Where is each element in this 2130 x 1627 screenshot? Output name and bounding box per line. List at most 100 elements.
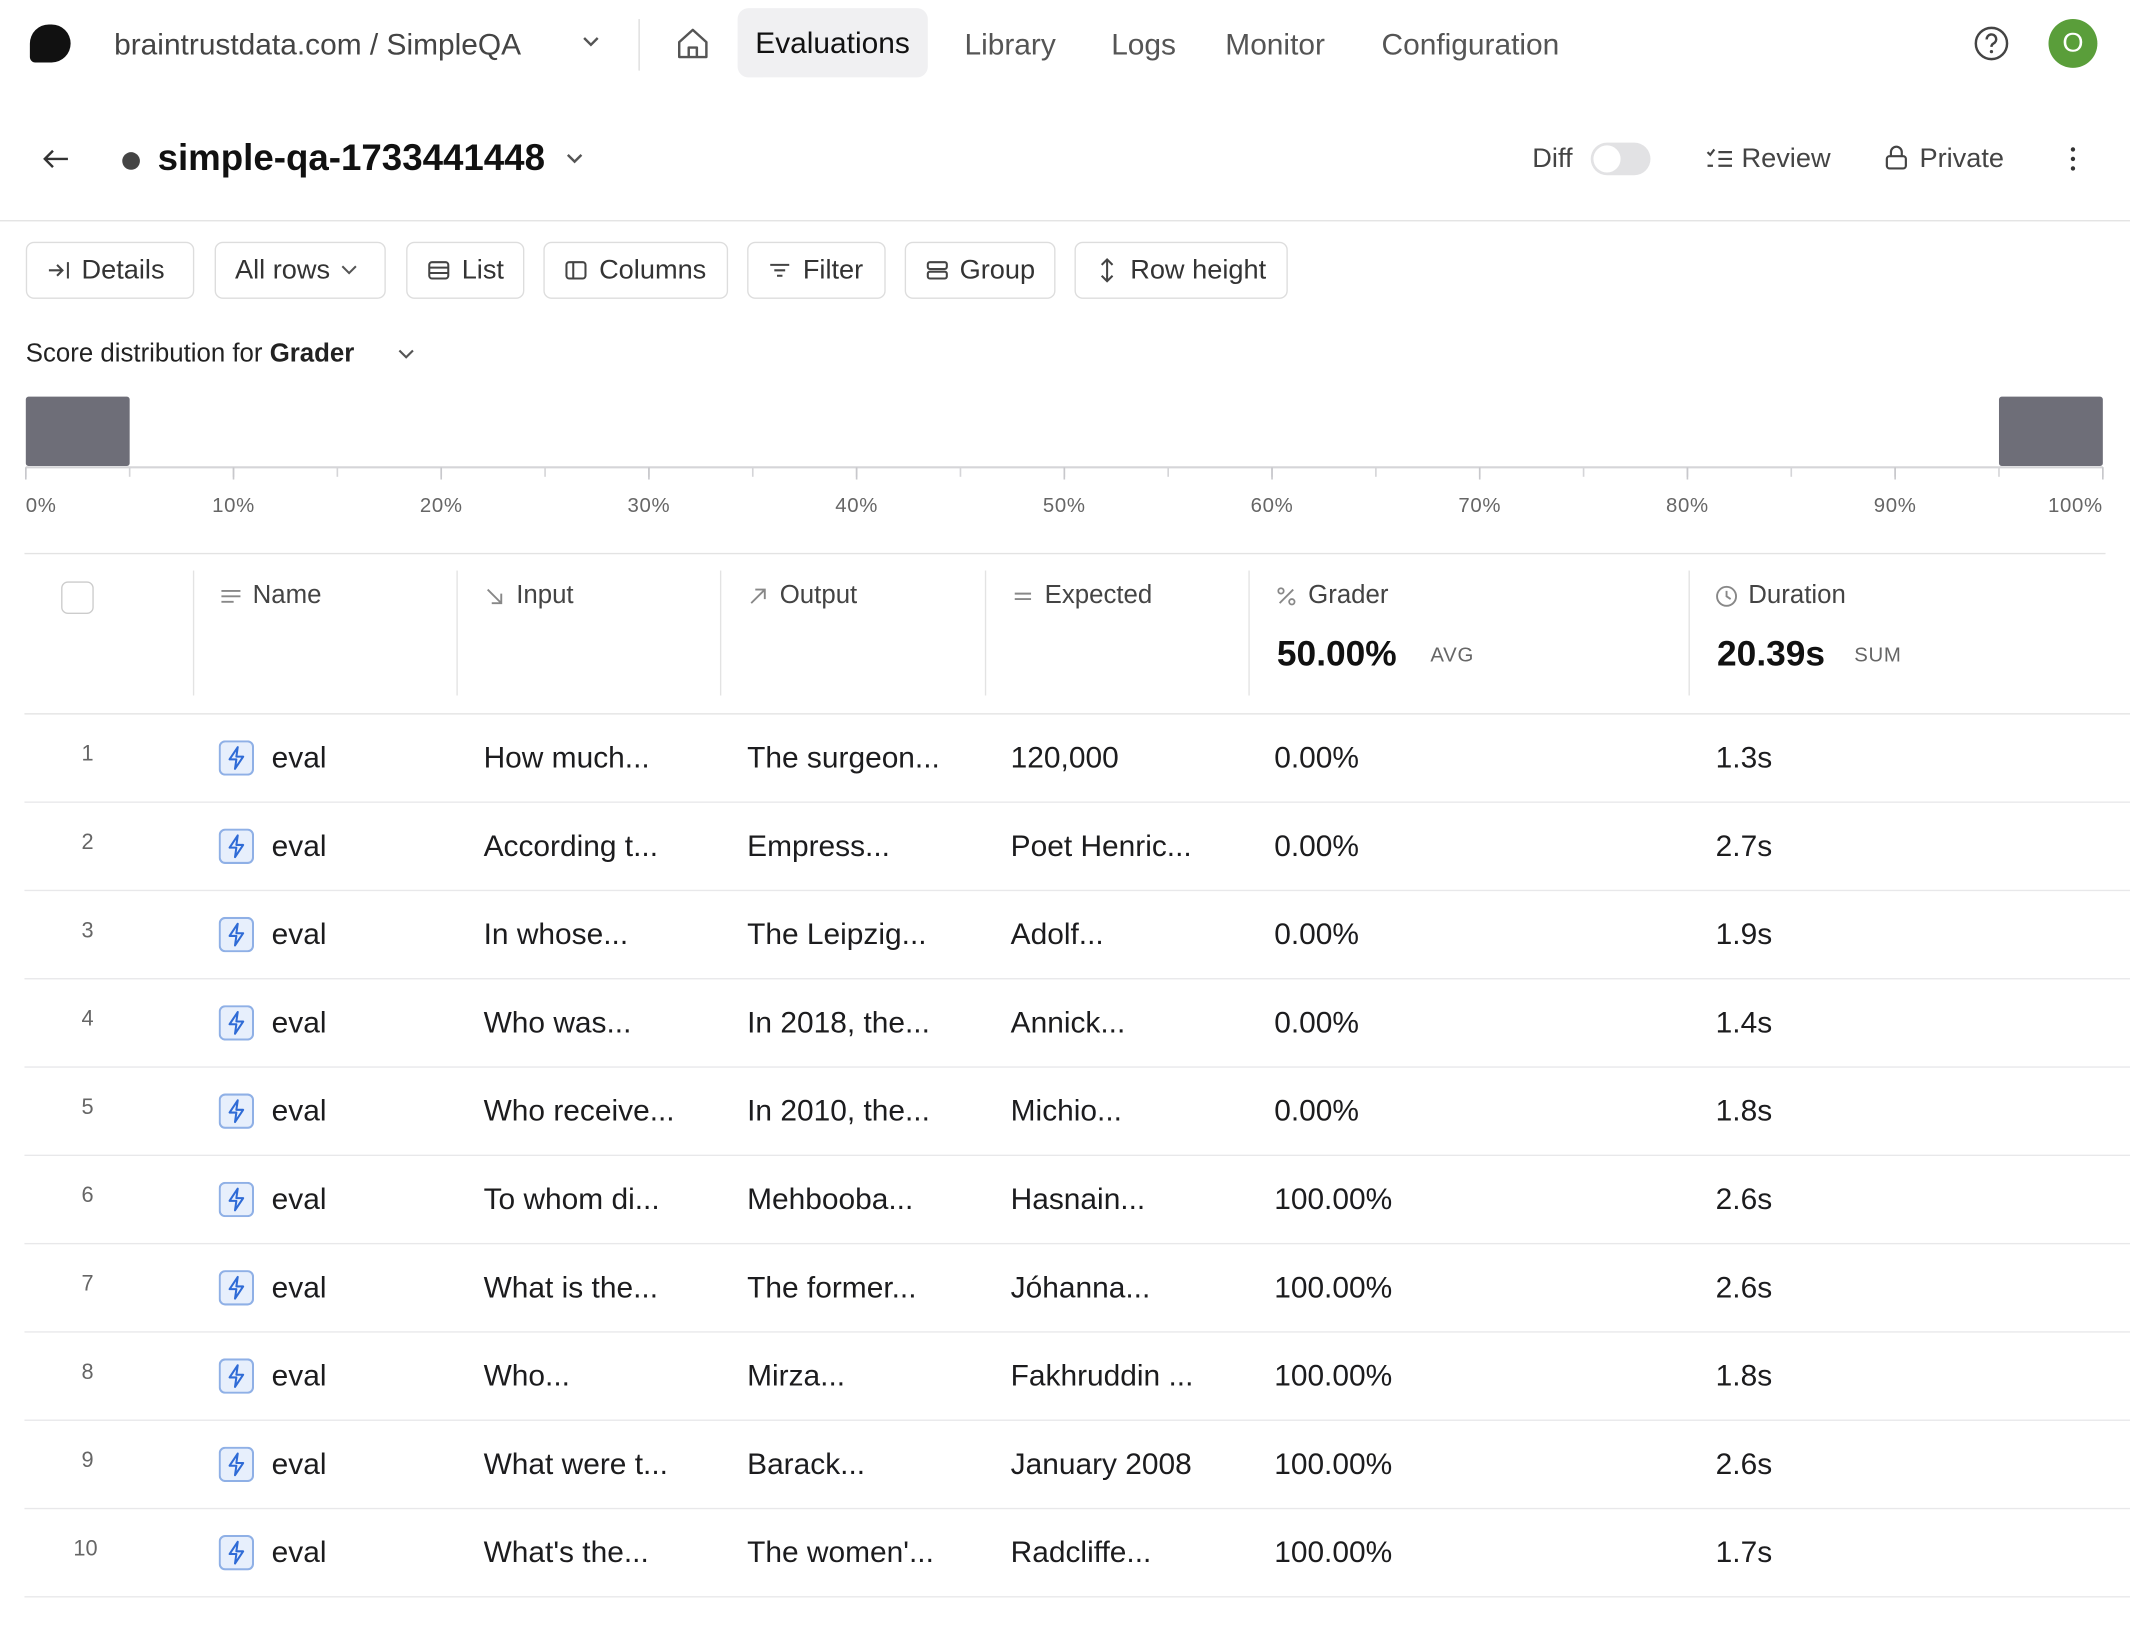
eval-icon	[218, 1446, 255, 1483]
cell-text: Empress...	[747, 828, 890, 863]
column-header[interactable]: Duration	[1716, 581, 1846, 611]
chevron	[398, 349, 414, 359]
row-number: 3	[81, 919, 94, 943]
score-name[interactable]: Grader	[269, 339, 355, 369]
diff-toggle[interactable]	[1590, 142, 1651, 176]
toolbar-button[interactable]: List	[406, 241, 525, 299]
button-label: Columns	[599, 254, 707, 285]
project-switcher[interactable]: braintrustdata.com / SimpleQA	[114, 27, 522, 62]
diff-label: Diff	[1532, 143, 1573, 174]
toolbar-button[interactable]: Group	[904, 241, 1056, 299]
toolbar-button[interactable]: Row height	[1074, 241, 1288, 299]
table-row[interactable]: 4 eval Who was... In 2018, the... Annick... 0…	[24, 979, 2130, 1068]
button-label: Row height	[1130, 254, 1267, 285]
column-header[interactable]: Input	[484, 581, 574, 611]
select-all-checkbox[interactable]	[61, 581, 94, 615]
column-header[interactable]: Output	[747, 581, 857, 611]
table-row[interactable]: 8 eval Who... Mirza... Fakhruddin ... 100.00%…	[24, 1333, 2130, 1421]
column-icon	[221, 589, 241, 603]
x-tick-label: 70%	[1458, 495, 1501, 517]
table-row[interactable]: 10 eval What's the... The women'... Radcliff…	[24, 1509, 2130, 1598]
review-button[interactable]: Review	[1741, 143, 1831, 174]
button-label: All rows	[235, 254, 331, 285]
column-icon	[1014, 592, 1032, 601]
column-name: Expected	[1044, 581, 1153, 610]
cell-text: Who receive...	[483, 1093, 675, 1128]
lock-icon	[1885, 145, 1907, 170]
private-button[interactable]: Private	[1919, 143, 2005, 174]
more-menu[interactable]	[2065, 144, 2081, 174]
eval-icon	[218, 916, 255, 953]
help-icon[interactable]	[1972, 24, 2010, 62]
logo[interactable]	[29, 24, 71, 63]
cell-text: Radcliffe...	[1010, 1535, 1152, 1569]
x-tick-label: 20%	[420, 495, 463, 517]
cell-text: 1.7s	[1715, 1535, 1773, 1569]
icon	[1100, 258, 1114, 283]
icon	[770, 263, 790, 277]
nav-tab[interactable]: Configuration	[1381, 27, 1560, 62]
cell-text: Who was...	[483, 1005, 632, 1040]
row-number: 6	[81, 1184, 94, 1208]
toolbar-button[interactable]: Filter	[747, 241, 886, 299]
divider	[24, 552, 2106, 555]
cell-text: Hasnain...	[1010, 1181, 1146, 1216]
histogram-bar	[1998, 396, 2103, 466]
cell-text: 1.8s	[1715, 1093, 1773, 1128]
nav-tab[interactable]: Evaluations	[737, 8, 928, 78]
toolbar-button[interactable]: Columns	[543, 241, 729, 299]
status-dot	[122, 152, 140, 170]
column-header[interactable]: Expected	[1012, 581, 1152, 611]
cell-text: 2.6s	[1715, 1446, 1773, 1481]
toolbar-button[interactable]: All rows	[214, 241, 386, 299]
back-button[interactable]	[41, 147, 71, 171]
home-icon[interactable]	[675, 26, 710, 61]
cell-text: The Leipzig...	[747, 916, 927, 951]
cell-text: Who...	[483, 1358, 570, 1393]
x-tick-label: 10%	[212, 495, 255, 517]
table-row[interactable]: 6 eval To whom di... Mehbooba... Hasnain... 1…	[24, 1156, 2130, 1245]
cell-text: eval	[271, 1446, 327, 1481]
summary-aggregate: AVG	[1430, 643, 1474, 667]
nav-tab[interactable]: Monitor	[1225, 27, 1325, 62]
x-tick-label: 80%	[1666, 495, 1709, 517]
divider	[0, 220, 2130, 222]
cell-text: The former...	[747, 1270, 917, 1305]
table-row[interactable]: 2 eval According t... Empress... Poet Henric…	[24, 803, 2130, 892]
cell-text: 2.7s	[1715, 828, 1773, 863]
cell-text: To whom di...	[483, 1181, 660, 1216]
column-icon	[487, 588, 503, 605]
table-row[interactable]: 1 eval How much... The surgeon... 120,000 0.0…	[24, 715, 2130, 803]
cell-text: eval	[271, 1093, 327, 1128]
chevron	[583, 37, 599, 47]
table-row[interactable]: 9 eval What were t... Barack... January 2008…	[24, 1421, 2130, 1510]
nav-tab[interactable]: Library	[964, 27, 1056, 62]
avatar[interactable]: O	[2048, 19, 2098, 68]
x-tick-label: 50%	[1043, 495, 1086, 517]
toolbar-button[interactable]: Details	[25, 241, 195, 299]
experiment-name[interactable]: simple-qa-1733441448	[157, 137, 545, 178]
cell-text: 0.00%	[1274, 1005, 1359, 1040]
chevron	[341, 265, 357, 275]
table-row[interactable]: 5 eval Who receive... In 2010, the... Michio…	[24, 1068, 2130, 1157]
cell-text: 100.00%	[1274, 1270, 1393, 1305]
column-divider	[719, 570, 722, 696]
cell-text: In whose...	[483, 916, 629, 951]
column-divider	[1688, 570, 1690, 696]
button-label: Filter	[802, 254, 864, 285]
nav-tab[interactable]: Logs	[1111, 27, 1177, 62]
eval-icon	[218, 1005, 255, 1041]
table-row[interactable]: 3 eval In whose... The Leipzig... Adolf... 0.…	[24, 891, 2130, 980]
cell-text: What is the...	[483, 1270, 659, 1305]
chevron	[566, 153, 583, 164]
histogram-bar	[25, 396, 130, 466]
table-row[interactable]: 7 eval What is the... The former... Jóhanna.…	[24, 1244, 2130, 1333]
x-tick-label: 100%	[2048, 495, 2103, 517]
column-header[interactable]: Grader	[1276, 581, 1388, 611]
cell-text: eval	[271, 1181, 327, 1216]
summary-aggregate: SUM	[1854, 643, 1902, 667]
column-header[interactable]: Name	[220, 581, 322, 611]
cell-text: Adolf...	[1010, 916, 1104, 951]
column-divider	[192, 570, 195, 696]
